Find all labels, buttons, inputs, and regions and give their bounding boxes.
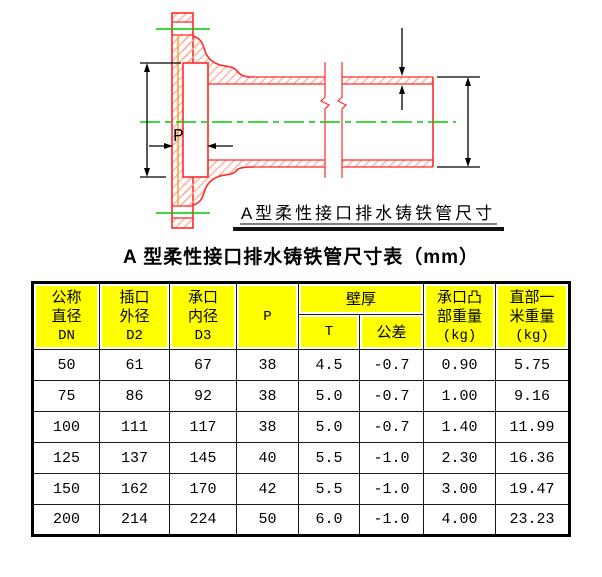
cell-d2: 162	[98, 473, 170, 505]
flange-bolt-band-lines	[172, 21, 193, 219]
drawing-caption-bar	[233, 227, 504, 231]
header-p: P	[235, 282, 299, 350]
cell-d2: 137	[98, 442, 170, 474]
cell-dn: 75	[31, 380, 100, 412]
cell-tol: -1.0	[358, 473, 425, 505]
cell-dn: 150	[31, 473, 100, 505]
cell-meter-kg: 19.47	[495, 473, 570, 505]
cell-socket-kg: 2.30	[423, 442, 496, 474]
cell-dn: 200	[31, 504, 100, 536]
cell-p: 38	[235, 411, 299, 443]
header-d3: 承口 内径 D3	[168, 282, 237, 350]
dimension-table: 公称 直径 DN 插口 外径 D2 承口 内径 D3 P	[30, 281, 571, 537]
cell-d2: 111	[98, 411, 170, 443]
cell-socket-kg: 0.90	[423, 349, 496, 381]
cell-meter-kg: 23.23	[495, 504, 570, 536]
cell-d3: 145	[168, 442, 237, 474]
cell-p: 40	[235, 442, 299, 474]
table-row: 100 111 117 38 5.0 -0.7 1.40 11.99	[31, 411, 570, 443]
pipe-break-icon	[319, 62, 348, 178]
pipe-wall-bottom-hatch-right	[342, 160, 433, 167]
cell-d3: 224	[168, 504, 237, 536]
dim-right-arrow-up	[465, 77, 471, 86]
table-row: 200 214 224 50 6.0 -1.0 4.00 23.23	[31, 504, 570, 536]
cell-dn: 100	[31, 411, 100, 443]
cell-d3: 92	[168, 380, 237, 412]
pipe-wall-top-hatch-right	[342, 77, 433, 84]
header-d2: 插口 外径 D2	[98, 282, 170, 350]
cell-d2: 86	[98, 380, 170, 412]
table-row: 50 61 67 38 4.5 -0.7 0.90 5.75	[31, 349, 570, 381]
drawing-caption: A型柔性接口排水铸铁管尺寸	[241, 204, 495, 223]
dim-t-arrow-down	[399, 67, 405, 76]
cell-t: 5.0	[297, 411, 360, 443]
header-meter-weight: 直部一 米重量 (kg)	[495, 282, 570, 350]
cell-meter-kg: 11.99	[495, 411, 570, 443]
cell-tol: -0.7	[358, 380, 425, 412]
dim-p-arrow-left	[207, 143, 216, 149]
cell-socket-kg: 1.00	[423, 380, 496, 412]
table-row: 75 86 92 38 5.0 -0.7 1.00 9.16	[31, 380, 570, 412]
cell-d3: 170	[168, 473, 237, 505]
cell-t: 6.0	[297, 504, 360, 536]
header-wall-thickness: 壁厚	[297, 282, 425, 315]
cell-dn: 50	[31, 349, 100, 381]
cell-d2: 61	[98, 349, 170, 381]
header-tolerance: 公差	[358, 314, 425, 350]
dim-left-arrow-down	[144, 168, 150, 177]
cell-meter-kg: 9.16	[495, 380, 570, 412]
bell-lower-hatch	[183, 160, 254, 205]
pipe-wall-bottom-hatch-left	[254, 160, 325, 167]
header-dn: 公称 直径 DN	[31, 282, 100, 350]
bell-upper-hatch	[183, 36, 254, 84]
cell-p: 38	[235, 380, 299, 412]
cell-tol: -1.0	[358, 442, 425, 474]
cell-d2: 214	[98, 504, 170, 536]
dim-left-lines	[140, 62, 181, 178]
cell-p: 50	[235, 504, 299, 536]
cell-d3: 67	[168, 349, 237, 381]
p-dimension-label: P	[173, 127, 184, 147]
pipe-wall-top-hatch-left	[254, 77, 325, 84]
table-title: A 型柔性接口排水铸铁管尺寸表（mm）	[122, 247, 480, 268]
bell-lower-curve	[192, 166, 255, 206]
bell-upper-curve	[192, 35, 255, 78]
cell-tol: -0.7	[358, 411, 425, 443]
cell-p: 38	[235, 349, 299, 381]
cell-p: 42	[235, 473, 299, 505]
dim-right-lines	[437, 76, 480, 168]
flange-bolt-band-bottom	[173, 207, 192, 217]
cell-socket-kg: 4.00	[423, 504, 496, 536]
cell-t: 5.5	[297, 473, 360, 505]
pipe-wall-lines	[208, 76, 433, 168]
cell-meter-kg: 16.36	[495, 442, 570, 474]
dim-left-arrow-up	[144, 63, 150, 72]
table-row: 150 162 170 42 5.5 -1.0 3.00 19.47	[31, 473, 570, 505]
cell-socket-kg: 1.40	[423, 411, 496, 443]
header-t: T	[297, 314, 360, 350]
pipe-section-drawing: P A型柔性接口排水铸铁管尺寸	[140, 12, 504, 231]
table-row: 125 137 145 40 5.5 -1.0 2.30 16.36	[31, 442, 570, 474]
cell-meter-kg: 5.75	[495, 349, 570, 381]
header-socket-weight: 承口凸 部重量 (kg)	[423, 282, 496, 350]
cell-t: 5.5	[297, 442, 360, 474]
socket-cavity	[182, 62, 209, 178]
cell-d3: 117	[168, 411, 237, 443]
dim-t-arrow-up	[399, 85, 405, 94]
cell-t: 5.0	[297, 380, 360, 412]
cell-t: 4.5	[297, 349, 360, 381]
dim-right-arrow-down	[465, 158, 471, 167]
cell-socket-kg: 3.00	[423, 473, 496, 505]
cell-tol: -0.7	[358, 349, 425, 381]
cell-tol: -1.0	[358, 504, 425, 536]
cell-dn: 125	[31, 442, 100, 474]
dim-p-arrow-right	[164, 143, 173, 149]
